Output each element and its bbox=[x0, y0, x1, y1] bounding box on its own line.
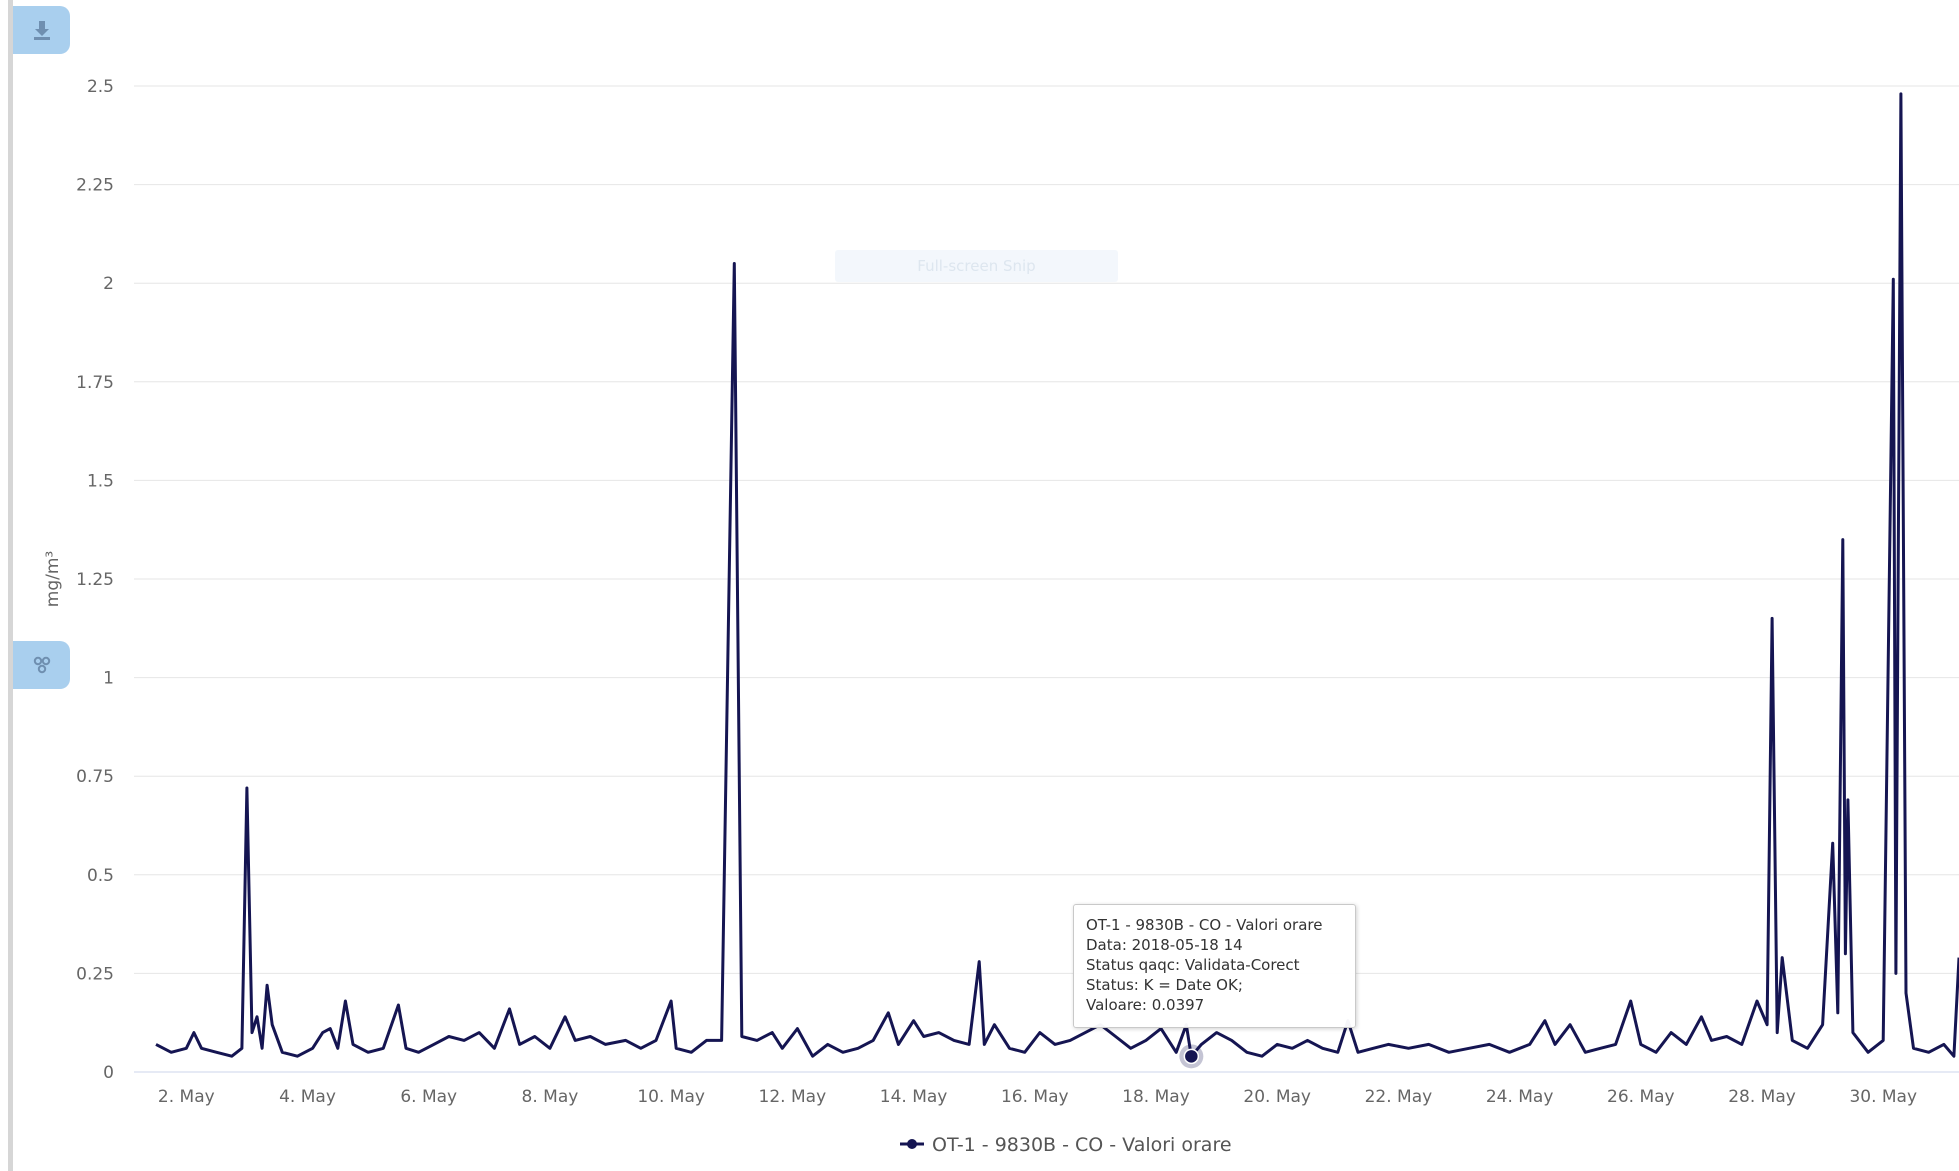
x-axis: 2. May 4. May 6. May 8. May 10. May 12. May 14… bbox=[134, 1071, 1959, 1107]
x-tick-label: 6. May bbox=[400, 1087, 457, 1107]
y-tick-label: 0.25 bbox=[76, 964, 114, 984]
y-axis: 0 0.25 0.5 0.75 1 1.25 1.5 1.75 2 2.25 2.5 bbox=[76, 77, 114, 1083]
y-axis-label: mg/m³ bbox=[43, 551, 63, 607]
options-button[interactable] bbox=[13, 641, 70, 689]
y-tick-label: 1.75 bbox=[76, 373, 114, 393]
y-tick-label: 1.25 bbox=[76, 570, 114, 590]
x-tick-label: 26. May bbox=[1607, 1087, 1675, 1107]
grid-lines bbox=[134, 85, 1959, 1073]
tooltip-status: Status: K = Date OK; bbox=[1086, 976, 1243, 994]
x-tick-label: 4. May bbox=[279, 1087, 336, 1107]
legend-series-name[interactable]: OT-1 - 9830B - CO - Valori orare bbox=[932, 1134, 1232, 1156]
series-line bbox=[155, 92, 1959, 1058]
x-tick-label: 18. May bbox=[1122, 1087, 1190, 1107]
tooltip-qaqc-status: Status qaqc: Validata-Corect bbox=[1086, 956, 1300, 974]
download-button[interactable] bbox=[13, 6, 70, 54]
x-tick-label: 12. May bbox=[759, 1087, 827, 1107]
snip-overlay-label: Full-screen Snip bbox=[835, 250, 1118, 282]
y-tick-label: 0 bbox=[103, 1063, 114, 1083]
legend[interactable]: OT-1 - 9830B - CO - Valori orare bbox=[900, 1134, 1232, 1156]
x-tick-label: 30. May bbox=[1849, 1087, 1917, 1107]
y-tick-label: 2.5 bbox=[87, 77, 114, 97]
y-tick-label: 0.5 bbox=[87, 866, 114, 886]
x-tick-label: 2. May bbox=[158, 1087, 215, 1107]
y-tick-label: 2.25 bbox=[76, 176, 114, 196]
tooltip-title: OT-1 - 9830B - CO - Valori orare bbox=[1086, 916, 1323, 934]
y-tick-label: 0.75 bbox=[76, 767, 114, 787]
x-tick-label: 8. May bbox=[522, 1087, 579, 1107]
x-tick-label: 20. May bbox=[1243, 1087, 1311, 1107]
x-tick-label: 22. May bbox=[1365, 1087, 1433, 1107]
x-tick-label: 24. May bbox=[1486, 1087, 1554, 1107]
y-tick-label: 1 bbox=[103, 669, 114, 689]
x-tick-label: 28. May bbox=[1728, 1087, 1796, 1107]
x-tick-label: 10. May bbox=[637, 1087, 705, 1107]
hover-point[interactable] bbox=[1183, 1048, 1200, 1065]
y-tick-label: 1.5 bbox=[87, 471, 114, 491]
download-icon bbox=[33, 21, 50, 40]
left-rail bbox=[8, 0, 13, 1171]
data-tooltip: OT-1 - 9830B - CO - Valori orare Data: 2… bbox=[1073, 904, 1356, 1028]
hovered-point[interactable] bbox=[1179, 1044, 1204, 1069]
tooltip-date: Data: 2018-05-18 14 bbox=[1086, 936, 1243, 954]
options-icon bbox=[33, 656, 50, 674]
legend-marker-symbol bbox=[907, 1139, 917, 1149]
tooltip-value: Valoare: 0.0397 bbox=[1086, 996, 1205, 1014]
x-tick-label: 14. May bbox=[880, 1087, 948, 1107]
x-tick-label: 16. May bbox=[1001, 1087, 1069, 1107]
y-tick-label: 2 bbox=[103, 274, 114, 294]
